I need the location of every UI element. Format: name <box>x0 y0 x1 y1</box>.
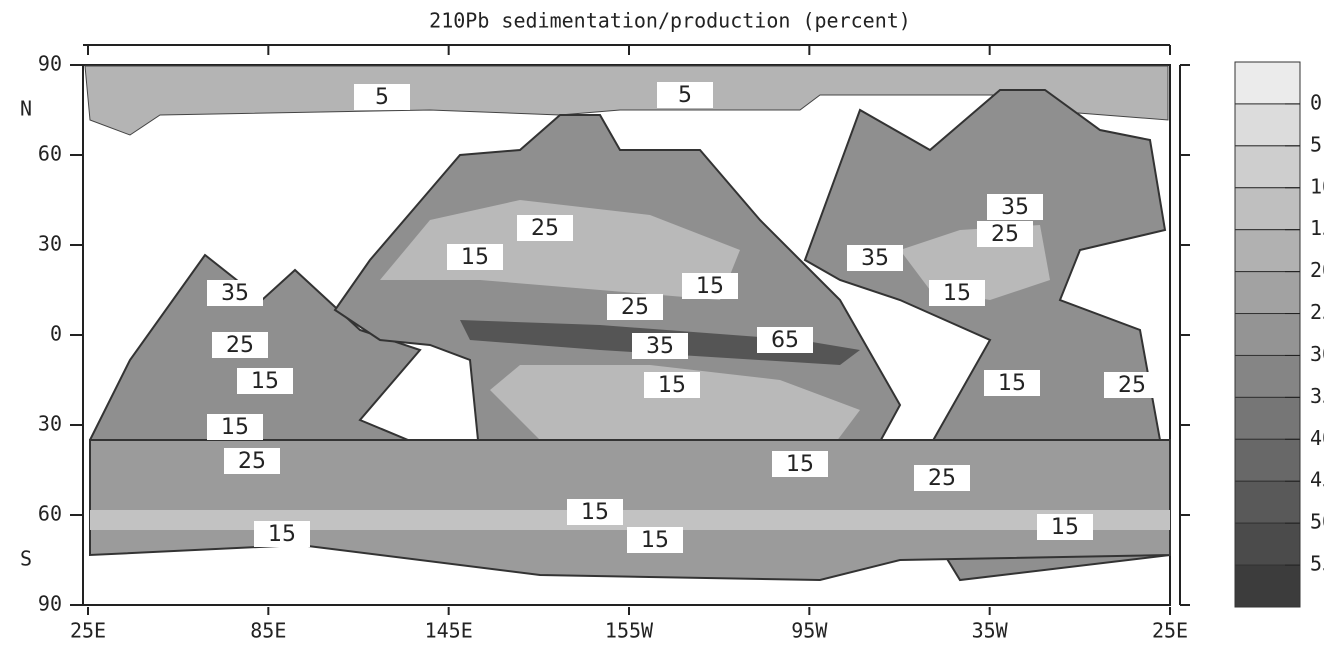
colorbar-label: 15 <box>1310 216 1324 240</box>
colorbar-label: 5 <box>1310 132 1322 156</box>
colorbar-swatch <box>1235 565 1300 607</box>
contour-label: 15 <box>268 522 296 547</box>
contour-label: 15 <box>221 415 249 440</box>
contour-label: 25 <box>531 216 559 241</box>
lat-tick-label: 30 <box>38 412 62 436</box>
contour-label: 25 <box>238 449 266 474</box>
lat-tick-label: 30 <box>38 232 62 256</box>
colorbar-label: 40 <box>1310 426 1324 450</box>
colorbar-swatch <box>1235 355 1300 397</box>
colorbar-label: 50 <box>1310 510 1324 534</box>
colorbar-swatch <box>1235 272 1300 314</box>
lon-tick-label: 155W <box>605 619 654 643</box>
colorbar-swatch <box>1235 523 1300 565</box>
colorbar-label: 10 <box>1310 174 1324 198</box>
contour-label: 25 <box>621 295 649 320</box>
colorbar-swatch <box>1235 314 1300 356</box>
contour-label: 15 <box>641 528 669 553</box>
lat-tick-label: 0 <box>50 322 62 346</box>
lon-tick-label: 25E <box>70 619 106 643</box>
colorbar-label: 55 <box>1310 552 1324 576</box>
contour-label: 25 <box>991 222 1019 247</box>
contour-label: 15 <box>251 369 279 394</box>
lat-tick-label: 60 <box>38 142 62 166</box>
lat-tick-label: 60 <box>38 502 62 526</box>
contour-label: 5 <box>375 85 389 110</box>
lon-tick-label: 145E <box>425 619 473 643</box>
lat-tick-label: 90 <box>38 52 62 76</box>
contour-label: 35 <box>1001 195 1029 220</box>
lon-tick-label: 35W <box>972 619 1009 643</box>
colorbar-swatch <box>1235 439 1300 481</box>
contour-label: 25 <box>226 333 254 358</box>
contour-label: 35 <box>861 246 889 271</box>
contour-label: 5 <box>678 83 692 108</box>
colorbar-swatch <box>1235 146 1300 188</box>
contour-label: 15 <box>696 274 724 299</box>
contour-label: 15 <box>461 245 489 270</box>
contour-label: 25 <box>1118 373 1146 398</box>
south-label: S <box>20 547 32 571</box>
contour-label: 15 <box>786 452 814 477</box>
colorbar-swatch <box>1235 104 1300 146</box>
colorbar-label: 30 <box>1310 342 1324 366</box>
contour-label: 35 <box>646 334 674 359</box>
north-label: N <box>20 97 32 121</box>
colorbar-swatch <box>1235 62 1300 104</box>
colorbar-label: 25 <box>1310 300 1324 324</box>
lat-tick-label: 90 <box>38 592 62 616</box>
colorbar-label: 0 <box>1310 90 1322 114</box>
colorbar-swatch <box>1235 397 1300 439</box>
contour-label: 25 <box>928 466 956 491</box>
lon-tick-label: 95W <box>791 619 828 643</box>
contour-label: 35 <box>221 281 249 306</box>
contour-label: 65 <box>771 328 799 353</box>
contour-label: 15 <box>581 500 609 525</box>
lon-tick-label: 85E <box>250 619 286 643</box>
colorbar-label: 35 <box>1310 384 1324 408</box>
colorbar-swatch <box>1235 188 1300 230</box>
contour-label: 15 <box>998 371 1026 396</box>
colorbar: 0 5 10 15 20 25 30 35 40 45 50 55 <box>1235 62 1324 607</box>
contour-label: 15 <box>1051 515 1079 540</box>
colorbar-swatch <box>1235 481 1300 523</box>
colorbar-label: 20 <box>1310 258 1324 282</box>
colorbar-label: 45 <box>1310 468 1324 492</box>
colorbar-swatch <box>1235 230 1300 272</box>
lon-tick-label: 25E <box>1152 619 1188 643</box>
contour-label: 15 <box>658 373 686 398</box>
map-figure: 210Pb sedimentation/production (percent)… <box>0 0 1324 645</box>
contour-label: 15 <box>943 281 971 306</box>
map-title: 210Pb sedimentation/production (percent) <box>429 9 911 33</box>
